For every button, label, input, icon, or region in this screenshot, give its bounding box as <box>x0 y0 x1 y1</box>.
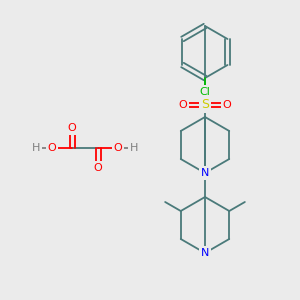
Text: O: O <box>94 163 102 173</box>
Text: O: O <box>48 143 56 153</box>
Text: O: O <box>114 143 122 153</box>
Text: S: S <box>201 98 209 112</box>
Text: H: H <box>130 143 138 153</box>
Text: N: N <box>201 168 209 178</box>
Text: N: N <box>201 248 209 258</box>
Text: O: O <box>68 123 76 133</box>
Text: O: O <box>223 100 231 110</box>
Text: H: H <box>32 143 40 153</box>
Text: O: O <box>178 100 188 110</box>
Text: Cl: Cl <box>200 87 210 97</box>
